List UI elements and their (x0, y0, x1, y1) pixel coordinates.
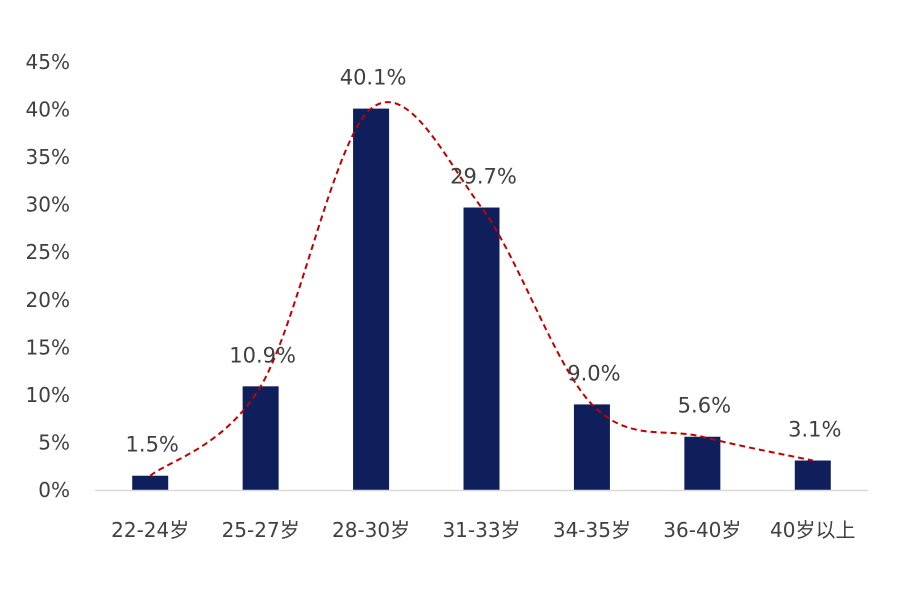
data-label: 9.0% (567, 361, 620, 385)
y-tick-label: 45% (26, 50, 70, 74)
bar (353, 108, 390, 491)
bar (132, 475, 169, 490)
y-tick-label: 5% (38, 430, 70, 454)
x-category-label: 31-33岁 (442, 518, 520, 542)
trend-line (149, 101, 813, 477)
y-tick-label: 25% (26, 240, 70, 264)
x-category-label: 34-35岁 (553, 518, 631, 542)
data-label: 1.5% (126, 433, 179, 457)
x-category-label: 25-27岁 (222, 518, 300, 542)
data-labels: 1.5% 10.9% 40.1% 29.7% 9.0% 5.6% 3.1% (126, 66, 842, 457)
data-label: 3.1% (788, 418, 841, 442)
data-label: 40.1% (340, 66, 407, 90)
bar (242, 386, 279, 490)
bars (132, 108, 831, 491)
y-tick-label: 20% (26, 288, 70, 312)
x-category-label: 40岁以上 (770, 518, 855, 542)
data-label: 5.6% (678, 394, 731, 418)
data-label: 29.7% (450, 165, 517, 189)
bar (573, 404, 610, 490)
x-category-label: 28-30岁 (332, 518, 410, 542)
y-tick-label: 30% (26, 193, 70, 217)
x-axis-labels: 22-24岁 25-27岁 28-30岁 31-33岁 34-35岁 36-40岁 40岁以… (111, 518, 855, 542)
bar (684, 436, 721, 490)
y-axis-labels: 0% 5% 10% 15% 20% 25% 30% 35% 40% 45% (26, 50, 70, 502)
x-category-label: 36-40岁 (663, 518, 741, 542)
y-tick-label: 35% (26, 145, 70, 169)
y-tick-label: 40% (26, 98, 70, 122)
x-category-label: 22-24岁 (111, 518, 189, 542)
bar (463, 207, 500, 490)
y-tick-label: 0% (38, 478, 70, 502)
y-tick-label: 10% (26, 383, 70, 407)
data-label: 10.9% (229, 343, 296, 367)
bar (794, 460, 831, 490)
y-tick-label: 15% (26, 335, 70, 359)
